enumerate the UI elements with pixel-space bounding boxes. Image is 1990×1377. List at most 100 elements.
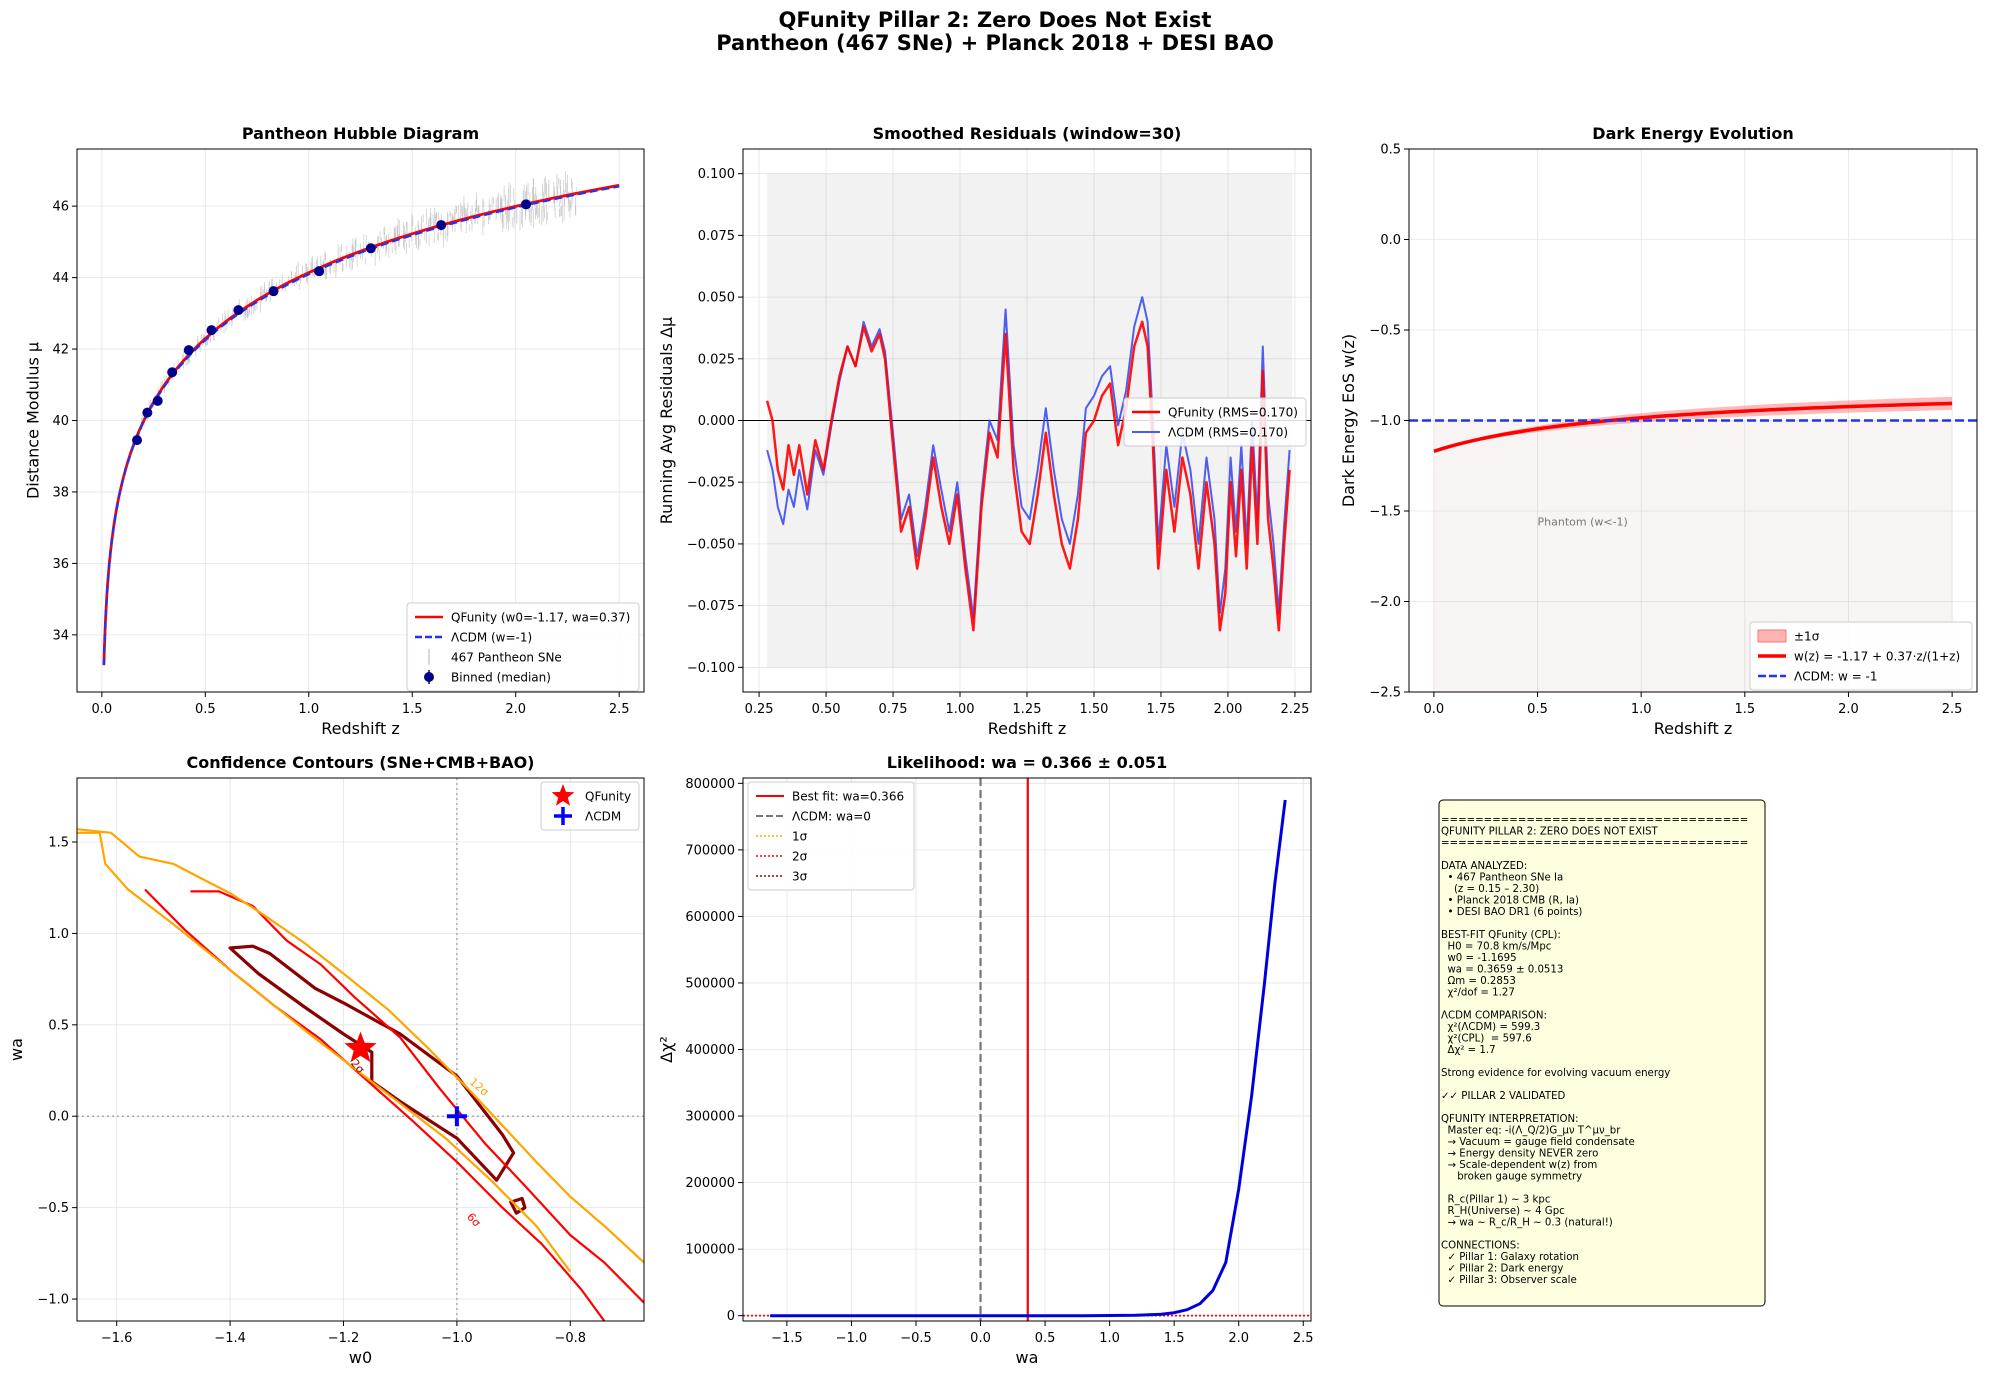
y-tick-label: 40 [52,414,69,429]
y-tick-label: 300000 [685,1110,735,1125]
textbox-line: R_H(Universe) ~ 4 Gpc [1441,1206,1565,1217]
x-tick-label: 0.5 [1527,702,1548,717]
x-tick-label: 0.5 [195,702,216,717]
y-tick-label: −1.5 [1369,505,1401,520]
x-tick-label: −0.8 [555,1331,587,1346]
legend-swatch [1757,629,1787,643]
x-tick-label: 1.25 [1013,702,1042,717]
contour-label: 6σ [464,1210,483,1229]
y-tick-label: 36 [52,557,69,572]
legend-label: 467 Pantheon SNe [451,651,562,665]
textbox-line: → Vacuum = gauge field condensate [1441,1137,1635,1148]
x-tick-label: 0.25 [745,702,774,717]
legend-label: QFunity (w0=-1.17, wa=0.37) [451,611,630,625]
axes-frame [76,777,645,1322]
binned-point [314,266,325,277]
panel-title: Pantheon Hubble Diagram [242,124,479,143]
y-tick-label: 46 [52,200,69,215]
likelihood-panel: −1.5 −1.0 −0.5 0.0 0.5 1.0 1.5 2.0 2.5 0 100000 200… [657,753,1314,1367]
x-tick-label: 2.25 [1280,702,1309,717]
x-tick-label: −1.0 [836,1331,868,1346]
textbox-line: ✓ Pillar 3: Observer scale [1441,1275,1577,1286]
textbox-line: R_c(Pillar 1) ~ 3 kpc [1441,1195,1550,1206]
y-tick-label: −1.0 [37,1293,69,1308]
x-tick-label: 1.0 [1099,1331,1120,1346]
x-tick-label: 1.5 [1734,702,1755,717]
y-tick-label: −2.0 [1369,595,1401,610]
x-tick-label: 2.5 [1293,1331,1314,1346]
textbox-line: ✓ Pillar 1: Galaxy rotation [1441,1252,1579,1263]
delta-chi2-curve [770,799,1287,1318]
legend-swatch [554,807,572,825]
x-axis-label: Redshift z [321,719,399,738]
legend-label: ΛCDM (w=-1) [451,631,532,645]
y-tick-label: −2.5 [1369,686,1401,701]
wz-curve [1433,401,1953,453]
legend-label: QFunity [585,790,631,804]
x-tick-label: 0.0 [1424,702,1445,717]
y-tick-label: 0.000 [698,414,735,429]
binned-point [365,243,376,254]
legend-box [747,781,915,891]
textbox-line: ==================================== [1441,815,1748,826]
panel-title: Likelihood: wa = 0.366 ± 0.051 [887,753,1167,772]
contour-line [77,828,644,1264]
legend-label: ΛCDM: wa=0 [792,810,871,824]
panel-title: Confidence Contours (SNe+CMB+BAO) [187,753,535,772]
legend-label: Binned (median) [451,671,551,685]
textbox-line: ✓ Pillar 2: Dark energy [1441,1264,1563,1275]
textbox-line: → wa ~ R_c/R_H ~ 0.3 (natural!) [1441,1218,1613,1229]
x-tick-label: 1.0 [1631,702,1652,717]
contour-line [190,890,644,1304]
legend-label: 2σ [792,850,808,864]
y-tick-label: 0.5 [1380,143,1401,158]
y-tick-label: 200000 [685,1176,735,1191]
y-tick-label: 42 [52,343,69,358]
y-tick-label: 0.050 [698,291,735,306]
y-tick-label: −0.050 [687,537,735,552]
y-tick-label: 1.0 [48,927,69,942]
y-tick-label: 44 [52,271,69,286]
y-axis-label: wa [7,1038,26,1061]
textbox-line: χ²(CPL) = 597.6 [1441,1034,1532,1045]
y-tick-label: 0 [727,1309,735,1324]
textbox-line: • Planck 2018 CMB (R, la) [1441,896,1579,907]
textbox-line: QFUNITY INTERPRETATION: [1441,1114,1579,1125]
x-tick-label: 2.0 [505,702,526,717]
x-tick-label: 1.5 [402,702,423,717]
y-tick-label: −1.0 [1369,414,1401,429]
y-tick-label: −0.100 [687,661,735,676]
x-tick-label: 1.5 [1164,1331,1185,1346]
y-tick-label: 500000 [685,976,735,991]
binned-point [206,325,217,336]
legend-label: ΛCDM: w = -1 [1794,670,1878,684]
x-tick-label: 2.00 [1213,702,1242,717]
x-tick-label: 0.50 [812,702,841,717]
binned-point [521,199,532,210]
hubble-diagram-panel: 0.0 0.5 1.0 1.5 2.0 2.5 34 36 38 40 42 44 46 Pantheon… [24,124,645,738]
sne-errorbars [132,171,577,446]
y-tick-label: 0.075 [698,229,735,244]
y-tick-label: −0.025 [687,476,735,491]
summary-textbox: ==================================== QFUN… [1438,799,1766,1307]
sigma-band [1433,396,1953,452]
textbox-line: • DESI BAO DR1 (6 points) [1441,907,1582,918]
x-tick-label: 0.0 [970,1331,991,1346]
y-axis-label: Running Avg Residuals Δμ [657,317,676,524]
x-tick-label: 1.50 [1080,702,1109,717]
y-axis-label: Δχ² [657,1036,676,1063]
y-axis-label: Dark Energy EoS w(z) [1339,334,1358,507]
textbox-line: χ²(ΛCDM) = 599.3 [1441,1022,1540,1033]
y-tick-label: 1.5 [48,835,69,850]
textbox-line: CONNECTIONS: [1441,1241,1520,1252]
x-tick-label: 1.0 [298,702,319,717]
x-tick-label: 2.5 [1942,702,1963,717]
textbox-line: BEST-FIT QFunity (CPL): [1441,930,1561,941]
y-tick-label: 800000 [685,777,735,792]
textbox-line: Ωm = 0.2853 [1441,976,1516,987]
contour-line [228,944,516,1182]
legend-swatch [551,784,575,806]
y-tick-label: 0.0 [1380,233,1401,248]
textbox-line: wa = 0.3659 ± 0.0513 [1441,965,1563,976]
